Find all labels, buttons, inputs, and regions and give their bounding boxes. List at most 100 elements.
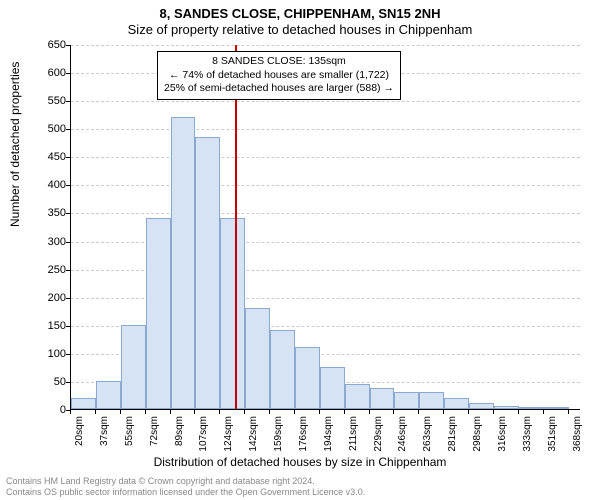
histogram-bar — [270, 330, 295, 409]
footer-line1: Contains HM Land Registry data © Crown c… — [6, 476, 315, 486]
x-tick-mark — [468, 410, 469, 414]
annotation-line3: 25% of semi-detached houses are larger (… — [164, 82, 394, 96]
histogram-bar — [220, 218, 245, 409]
y-tick-label: 450 — [26, 151, 66, 163]
footer-line2: Contains OS public sector information li… — [6, 487, 365, 497]
x-tick-mark — [344, 410, 345, 414]
histogram-bar — [494, 406, 519, 409]
y-tick-label: 600 — [26, 67, 66, 79]
x-tick-mark — [294, 410, 295, 414]
y-tick-mark — [66, 185, 70, 186]
x-tick-label: 20sqm — [74, 416, 85, 460]
x-tick-label: 211sqm — [348, 416, 359, 460]
plot-area: 8 SANDES CLOSE: 135sqm ← 74% of detached… — [70, 45, 580, 410]
y-tick-mark — [66, 45, 70, 46]
x-tick-label: 176sqm — [298, 416, 309, 460]
x-tick-mark — [219, 410, 220, 414]
y-tick-mark — [66, 326, 70, 327]
y-tick-mark — [66, 354, 70, 355]
grid-line — [71, 157, 580, 158]
grid-line — [71, 213, 580, 214]
histogram-bar — [171, 117, 196, 409]
histogram-bar — [195, 137, 220, 409]
y-tick-mark — [66, 270, 70, 271]
grid-line — [71, 129, 580, 130]
histogram-bar — [320, 367, 345, 409]
x-tick-label: 263sqm — [422, 416, 433, 460]
x-tick-label: 351sqm — [547, 416, 558, 460]
x-tick-mark — [120, 410, 121, 414]
y-tick-mark — [66, 298, 70, 299]
x-tick-mark — [319, 410, 320, 414]
y-tick-mark — [66, 242, 70, 243]
x-tick-label: 316sqm — [497, 416, 508, 460]
x-tick-mark — [244, 410, 245, 414]
histogram-bar — [345, 384, 370, 409]
histogram-bar — [419, 392, 444, 409]
y-tick-mark — [66, 101, 70, 102]
y-tick-label: 250 — [26, 264, 66, 276]
x-tick-mark — [145, 410, 146, 414]
histogram-bar — [394, 392, 419, 409]
histogram-bar — [96, 381, 121, 409]
x-tick-label: 37sqm — [99, 416, 110, 460]
x-tick-mark — [369, 410, 370, 414]
x-tick-label: 142sqm — [248, 416, 259, 460]
x-tick-label: 72sqm — [149, 416, 160, 460]
grid-line — [71, 185, 580, 186]
y-tick-label: 350 — [26, 207, 66, 219]
x-tick-mark — [418, 410, 419, 414]
y-tick-label: 550 — [26, 95, 66, 107]
x-tick-label: 333sqm — [522, 416, 533, 460]
x-tick-mark — [170, 410, 171, 414]
x-tick-label: 194sqm — [323, 416, 334, 460]
annotation-line2: ← 74% of detached houses are smaller (1,… — [164, 69, 394, 83]
x-tick-label: 55sqm — [124, 416, 135, 460]
y-axis-label: Number of detached properties — [8, 62, 22, 227]
histogram-bar — [544, 407, 569, 409]
x-tick-label: 124sqm — [223, 416, 234, 460]
x-tick-mark — [393, 410, 394, 414]
histogram-bar — [469, 403, 494, 409]
grid-line — [71, 101, 580, 102]
y-tick-label: 400 — [26, 179, 66, 191]
x-tick-label: 107sqm — [198, 416, 209, 460]
y-tick-label: 50 — [26, 376, 66, 388]
y-tick-mark — [66, 382, 70, 383]
histogram-bar — [295, 347, 320, 409]
y-tick-label: 0 — [26, 404, 66, 416]
annotation-line1: 8 SANDES CLOSE: 135sqm — [164, 55, 394, 69]
x-tick-label: 229sqm — [373, 416, 384, 460]
x-tick-mark — [95, 410, 96, 414]
histogram-bar — [121, 325, 146, 409]
x-tick-mark — [543, 410, 544, 414]
y-tick-mark — [66, 129, 70, 130]
x-tick-label: 298sqm — [472, 416, 483, 460]
histogram-bar — [444, 398, 469, 409]
y-tick-mark — [66, 157, 70, 158]
x-tick-label: 368sqm — [572, 416, 583, 460]
grid-line — [71, 45, 580, 46]
y-tick-label: 200 — [26, 292, 66, 304]
histogram-bar — [245, 308, 270, 409]
x-tick-mark — [269, 410, 270, 414]
y-tick-label: 650 — [26, 39, 66, 51]
x-tick-mark — [568, 410, 569, 414]
y-tick-label: 150 — [26, 320, 66, 332]
chart-title-line2: Size of property relative to detached ho… — [0, 22, 600, 37]
x-tick-mark — [443, 410, 444, 414]
x-tick-label: 159sqm — [273, 416, 284, 460]
y-tick-label: 300 — [26, 236, 66, 248]
histogram-bar — [519, 407, 544, 409]
chart-container: 8, SANDES CLOSE, CHIPPENHAM, SN15 2NH Si… — [0, 0, 600, 500]
x-tick-label: 281sqm — [447, 416, 458, 460]
histogram-bar — [71, 398, 96, 409]
x-tick-label: 246sqm — [397, 416, 408, 460]
y-tick-mark — [66, 73, 70, 74]
y-tick-label: 100 — [26, 348, 66, 360]
x-tick-label: 89sqm — [174, 416, 185, 460]
annotation-box: 8 SANDES CLOSE: 135sqm ← 74% of detached… — [157, 51, 401, 100]
x-tick-mark — [70, 410, 71, 414]
y-tick-label: 500 — [26, 123, 66, 135]
y-tick-mark — [66, 213, 70, 214]
